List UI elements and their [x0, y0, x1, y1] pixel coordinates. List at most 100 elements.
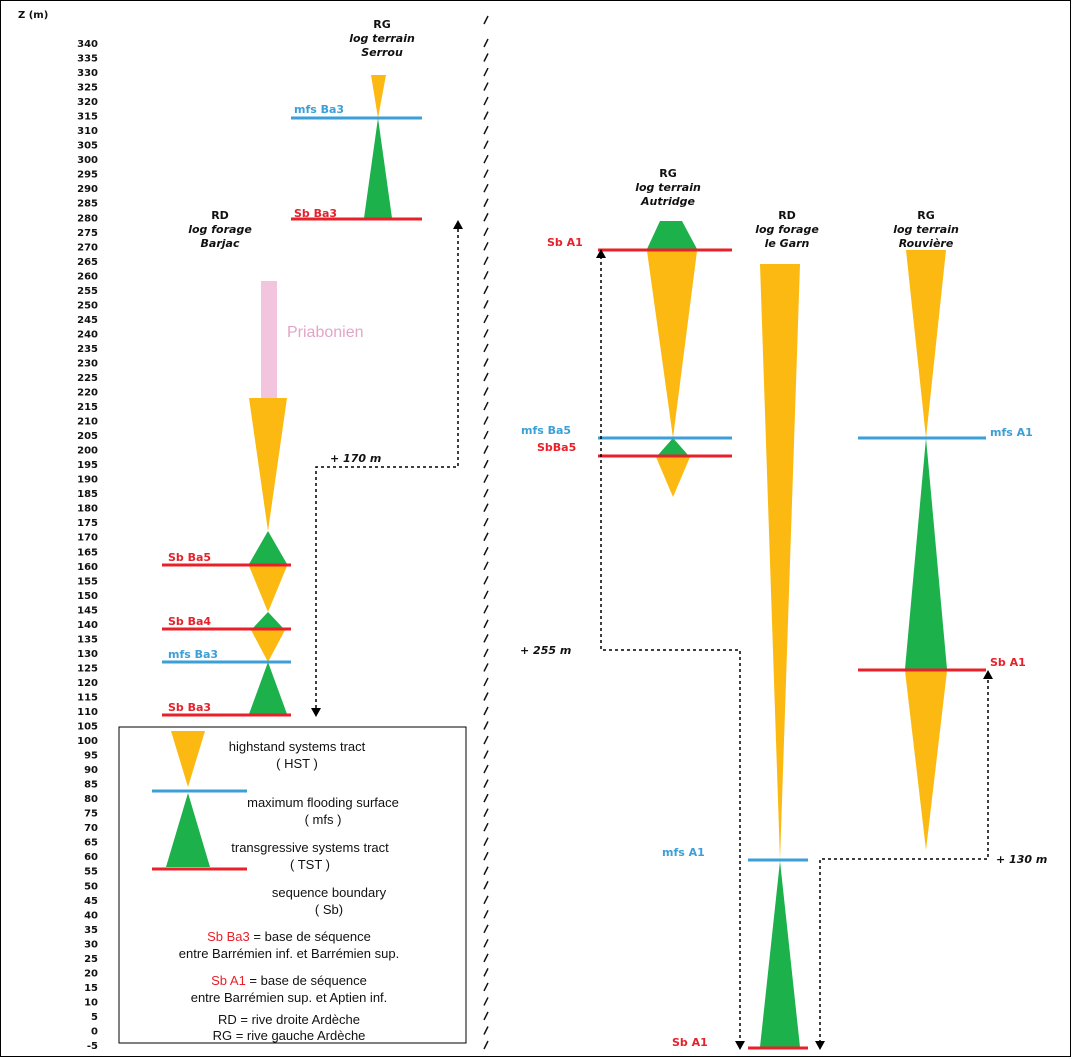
slash-mark	[483, 648, 489, 658]
slash-mark	[483, 430, 489, 440]
slash-mark	[483, 241, 489, 251]
shift-130-arrowhead-down	[815, 1041, 825, 1050]
legend-mfs-text: maximum flooding surface	[247, 795, 399, 810]
axis-tick-label: 295	[77, 170, 98, 181]
slash-mark	[483, 1040, 489, 1050]
axis-tick-label: 290	[77, 184, 98, 195]
garn-mfs-label: mfs A1	[662, 846, 705, 859]
axis-tick-label: 35	[84, 925, 98, 936]
legend-rd: RD = rive droite Ardèche	[218, 1012, 360, 1027]
axis-tick-label: 160	[77, 562, 98, 573]
axis-tick-label: 245	[77, 315, 98, 326]
legend-hst-text: highstand systems tract	[229, 739, 366, 754]
legend-ba3-code: Sb Ba3	[207, 929, 250, 944]
barjac-sb3-label: Sb Ba3	[168, 701, 211, 714]
rouviere-name: Rouvière	[899, 237, 954, 250]
slash-mark	[483, 198, 489, 208]
legend-tst-text: transgressive systems tract	[231, 840, 389, 855]
slash-mark	[483, 1026, 489, 1035]
slash-mark	[483, 82, 489, 91]
axis-tick-label: 120	[77, 678, 98, 689]
axis-tick-label: 265	[77, 257, 98, 268]
slash-mark	[483, 1011, 489, 1021]
rouviere-tst	[905, 438, 947, 669]
legend-rg: RG = rive gauche Ardèche	[213, 1028, 366, 1043]
slash-mark	[483, 851, 489, 861]
axis-tick-label: 180	[77, 504, 98, 515]
axis-tick-label: 75	[84, 809, 98, 820]
slash-mark	[483, 634, 489, 643]
slash-mark	[483, 300, 489, 309]
axis-tick-label: 210	[77, 417, 98, 428]
axis-tick-label: 315	[77, 112, 98, 123]
axis-tick-label: 85	[84, 780, 98, 791]
axis-tick-label: 175	[77, 518, 98, 529]
slash-mark	[483, 169, 489, 179]
serrou-tst	[364, 118, 392, 218]
serrou-mfs-label: mfs Ba3	[294, 103, 344, 116]
slash-mark	[483, 546, 489, 556]
shift-130-path	[819, 676, 989, 1043]
axis-tick-label: 25	[84, 954, 98, 965]
slash-mark	[483, 735, 489, 745]
shift-170-label: + 170 m	[330, 452, 381, 465]
legend-ba3-line1: Sb Ba3 = base de séquence	[207, 929, 371, 944]
legend-mfs-abbr: ( mfs )	[305, 812, 342, 827]
slash-mark	[483, 880, 489, 890]
autridge-hst-2	[656, 457, 690, 497]
slash-mark	[483, 329, 489, 338]
axis-tick-label: 260	[77, 271, 98, 282]
axis-tick-label: 325	[77, 83, 98, 94]
slash-mark	[483, 837, 489, 847]
slash-mark	[483, 140, 489, 149]
axis-tick-label: 320	[77, 97, 98, 108]
axis-tick-label: 335	[77, 54, 98, 65]
shift-255-label: + 255 m	[520, 644, 571, 657]
slash-mark	[483, 416, 489, 425]
slash-mark	[483, 271, 489, 280]
slash-mark	[483, 15, 489, 25]
slash-mark	[483, 459, 489, 469]
slash-mark	[483, 590, 489, 600]
autridge-tst-1	[658, 438, 688, 455]
axis-tick-label: 40	[84, 910, 98, 921]
axis-tick-label: 145	[77, 605, 98, 616]
slash-mark	[483, 706, 489, 716]
slash-mark	[483, 67, 489, 77]
priabonien-label: Priabonien	[287, 324, 364, 341]
slash-mark	[483, 474, 489, 483]
axis-tick-label: 285	[77, 199, 98, 210]
axis-tick-label: 0	[91, 1026, 98, 1037]
axis-tick-label: 225	[77, 373, 98, 384]
slash-mark	[483, 503, 489, 513]
axis-title: Z (m)	[18, 10, 48, 21]
axis-tick-label: 235	[77, 344, 98, 355]
slash-mark	[483, 939, 489, 948]
axis-tick-label: 305	[77, 141, 98, 152]
garn-side: RD	[778, 209, 796, 222]
axis-tick-label: 95	[84, 751, 98, 762]
axis-tick-label: 90	[84, 765, 98, 776]
priabonien-bar	[261, 281, 277, 399]
axis-tick-label: 230	[77, 358, 98, 369]
axis-tick-label: 215	[77, 402, 98, 413]
slash-mark	[483, 532, 489, 542]
axis-tick-label: 110	[77, 707, 98, 718]
axis-tick-label: 125	[77, 663, 98, 674]
barjac-hst-3	[251, 630, 285, 662]
slash-mark	[483, 38, 489, 48]
legend-hst-symbol	[171, 731, 205, 787]
slash-mark	[483, 445, 489, 454]
slash-mark	[483, 968, 489, 977]
legend-a1-code: Sb A1	[211, 973, 246, 988]
axis-tick-label: 100	[77, 736, 98, 747]
legend-sb-abbr: ( Sb)	[315, 902, 343, 917]
rouviere-sb-label: Sb A1	[990, 656, 1026, 669]
slash-mark	[483, 605, 489, 614]
axis-tick-label: 65	[84, 838, 98, 849]
slash-mark	[483, 96, 489, 106]
barjac-name: Barjac	[201, 237, 240, 250]
autridge-hst-1	[647, 251, 697, 438]
slash-mark	[483, 619, 489, 629]
axis-tick-label: 165	[77, 547, 98, 558]
